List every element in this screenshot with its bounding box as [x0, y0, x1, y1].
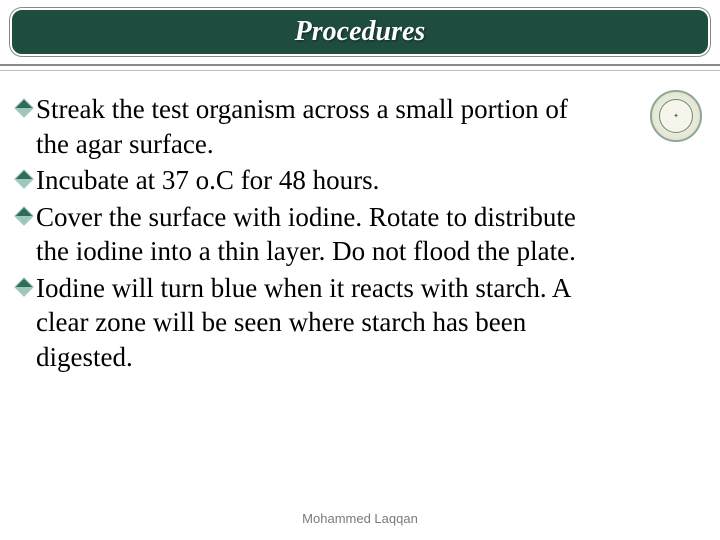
bullet-text: Incubate at 37 o.C for 48 hours. — [36, 163, 379, 198]
content-area: Streak the test organism across a small … — [14, 92, 706, 376]
diamond-bullet-icon — [14, 206, 34, 226]
list-item: Cover the surface with iodine. Rotate to… — [14, 200, 706, 269]
diamond-bullet-icon — [14, 169, 34, 189]
diamond-bullet-icon — [14, 98, 34, 118]
list-item: Incubate at 37 o.C for 48 hours. — [14, 163, 706, 198]
list-item: Streak the test organism across a small … — [14, 92, 706, 161]
footer-author: Mohammed Laqqan — [0, 511, 720, 526]
bullet-text: Streak the test organism across a small … — [36, 92, 606, 161]
diamond-bullet-icon — [14, 277, 34, 297]
title-bar: Procedures — [10, 8, 710, 56]
bullet-text: Cover the surface with iodine. Rotate to… — [36, 200, 606, 269]
list-item: Iodine will turn blue when it reacts wit… — [14, 271, 706, 375]
title-divider — [0, 64, 720, 71]
bullet-text: Iodine will turn blue when it reacts wit… — [36, 271, 606, 375]
page-title: Procedures — [295, 16, 426, 48]
